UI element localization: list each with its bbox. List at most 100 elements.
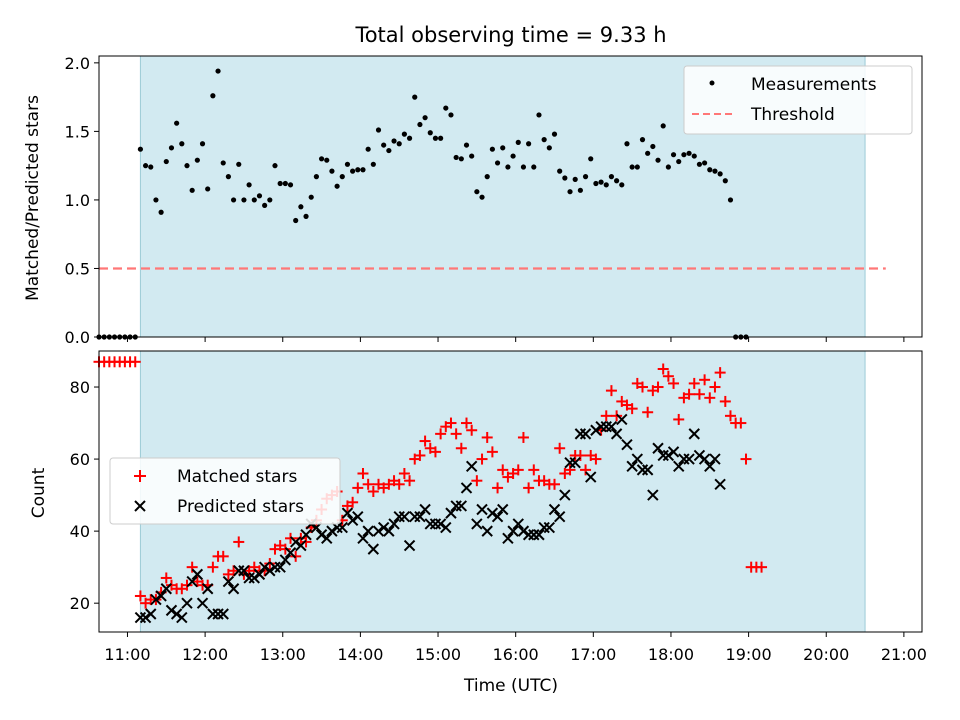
- matched-star-point: [590, 453, 602, 465]
- measurement-point: [246, 182, 252, 188]
- predicted-star-point: [341, 507, 354, 519]
- measurement-point: [510, 153, 516, 159]
- predicted-star-point: [590, 424, 602, 436]
- matched-star-point: [181, 579, 193, 591]
- measurement-point: [422, 115, 428, 121]
- measurement-point: [608, 174, 615, 180]
- measurement-point: [520, 164, 527, 170]
- measurement-point: [702, 160, 708, 166]
- predicted-star-point: [269, 561, 281, 573]
- predicted-star-point: [471, 518, 483, 530]
- measurement-point: [463, 142, 470, 148]
- matched-star-point: [279, 543, 291, 555]
- matched-star-point: [285, 532, 297, 544]
- measurement-point: [277, 180, 283, 187]
- predicted-star-point: [279, 554, 292, 566]
- measurement-point: [215, 68, 221, 74]
- matched-star-point: [217, 550, 229, 562]
- ratio-y-tick-label: 0.5: [65, 259, 90, 278]
- measurement-point: [686, 150, 692, 156]
- measurement-point: [484, 174, 490, 180]
- predicted-star-point: [486, 507, 499, 519]
- predicted-star-point: [429, 518, 442, 530]
- x-tick-label: 13:00: [260, 645, 306, 664]
- measurement-point: [137, 146, 144, 152]
- predicted-star-point: [346, 514, 359, 527]
- count-y-tick-label: 20: [70, 594, 90, 613]
- predicted-star-point: [605, 420, 618, 433]
- matched-star-point: [445, 417, 457, 429]
- predicted-star-point: [207, 608, 219, 620]
- predicted-star-point: [414, 511, 426, 523]
- measurement-point: [396, 141, 402, 147]
- predicted-star-point: [160, 583, 172, 595]
- measurement-point: [676, 158, 682, 165]
- predicted-star-point: [295, 539, 307, 552]
- predicted-star-point: [253, 568, 266, 581]
- measurement-point: [639, 137, 646, 143]
- predicted-star-point: [538, 521, 550, 534]
- matched-star-point: [466, 424, 478, 436]
- measurement-point: [267, 197, 273, 203]
- predicted-star-point: [445, 507, 457, 519]
- matched-star-point: [290, 550, 302, 562]
- predicted-star-point: [233, 565, 245, 577]
- matched-star-point: [548, 478, 560, 490]
- matched-star-point: [207, 561, 219, 573]
- predicted-star-point: [409, 511, 421, 523]
- predicted-star-point: [574, 428, 587, 440]
- measurement-point: [572, 176, 578, 182]
- measurement-point: [225, 174, 232, 180]
- measurement-point: [474, 189, 480, 195]
- predicted-star-point: [424, 518, 436, 530]
- measurement-point: [386, 147, 392, 154]
- matched-star-point: [652, 381, 664, 393]
- measurement-point: [282, 180, 288, 187]
- predicted-star-point: [528, 529, 540, 541]
- measurement-point: [448, 112, 454, 118]
- matched-star-point: [662, 370, 674, 382]
- matched-star-point: [393, 478, 405, 490]
- predicted-star-point: [186, 575, 198, 588]
- matched-star-point: [300, 536, 312, 548]
- predicted-star-point: [585, 471, 597, 483]
- measurement-point: [308, 194, 314, 200]
- measurement-point: [438, 135, 444, 141]
- predicted-star-point: [201, 583, 214, 595]
- measurement-point: [614, 178, 620, 184]
- predicted-star-point: [626, 460, 638, 472]
- measurement-point: [577, 187, 583, 193]
- measurement-point: [458, 156, 464, 162]
- predicted-star-point: [398, 511, 411, 523]
- count-legend-box: [109, 457, 341, 525]
- matched-star-point: [574, 449, 586, 461]
- x-tick-label: 20:00: [803, 645, 849, 664]
- matched-star-point: [600, 410, 612, 422]
- predicted-star-point: [714, 478, 726, 491]
- predicted-star-point: [709, 453, 721, 465]
- ratio-y-tick-label: 2.0: [65, 54, 90, 73]
- ratio-y-tick-label: 1.5: [65, 122, 90, 141]
- predicted-star-point: [636, 464, 649, 476]
- matched-star-point: [134, 590, 146, 602]
- predicted-star-point: [165, 604, 178, 617]
- predicted-star-point: [553, 511, 566, 523]
- measurement-point: [303, 213, 309, 219]
- measurement-point: [360, 167, 366, 173]
- measurement-point: [142, 163, 149, 169]
- matched-star-point: [419, 435, 431, 447]
- predicted-star-point: [693, 449, 706, 462]
- matched-star-point: [435, 428, 447, 440]
- measurement-point: [153, 197, 159, 203]
- predicted-star-point: [284, 547, 297, 559]
- measurement-point: [619, 182, 625, 188]
- measurement-point: [489, 146, 495, 152]
- predicted-star-point: [564, 456, 576, 469]
- matched-star-point: [740, 453, 752, 465]
- measurement-point: [287, 182, 294, 188]
- predicted-star-point: [698, 453, 711, 465]
- matched-star-point: [683, 388, 695, 400]
- predicted-star-point: [383, 525, 395, 537]
- matched-star-point: [517, 431, 529, 443]
- matched-star-point: [429, 446, 441, 458]
